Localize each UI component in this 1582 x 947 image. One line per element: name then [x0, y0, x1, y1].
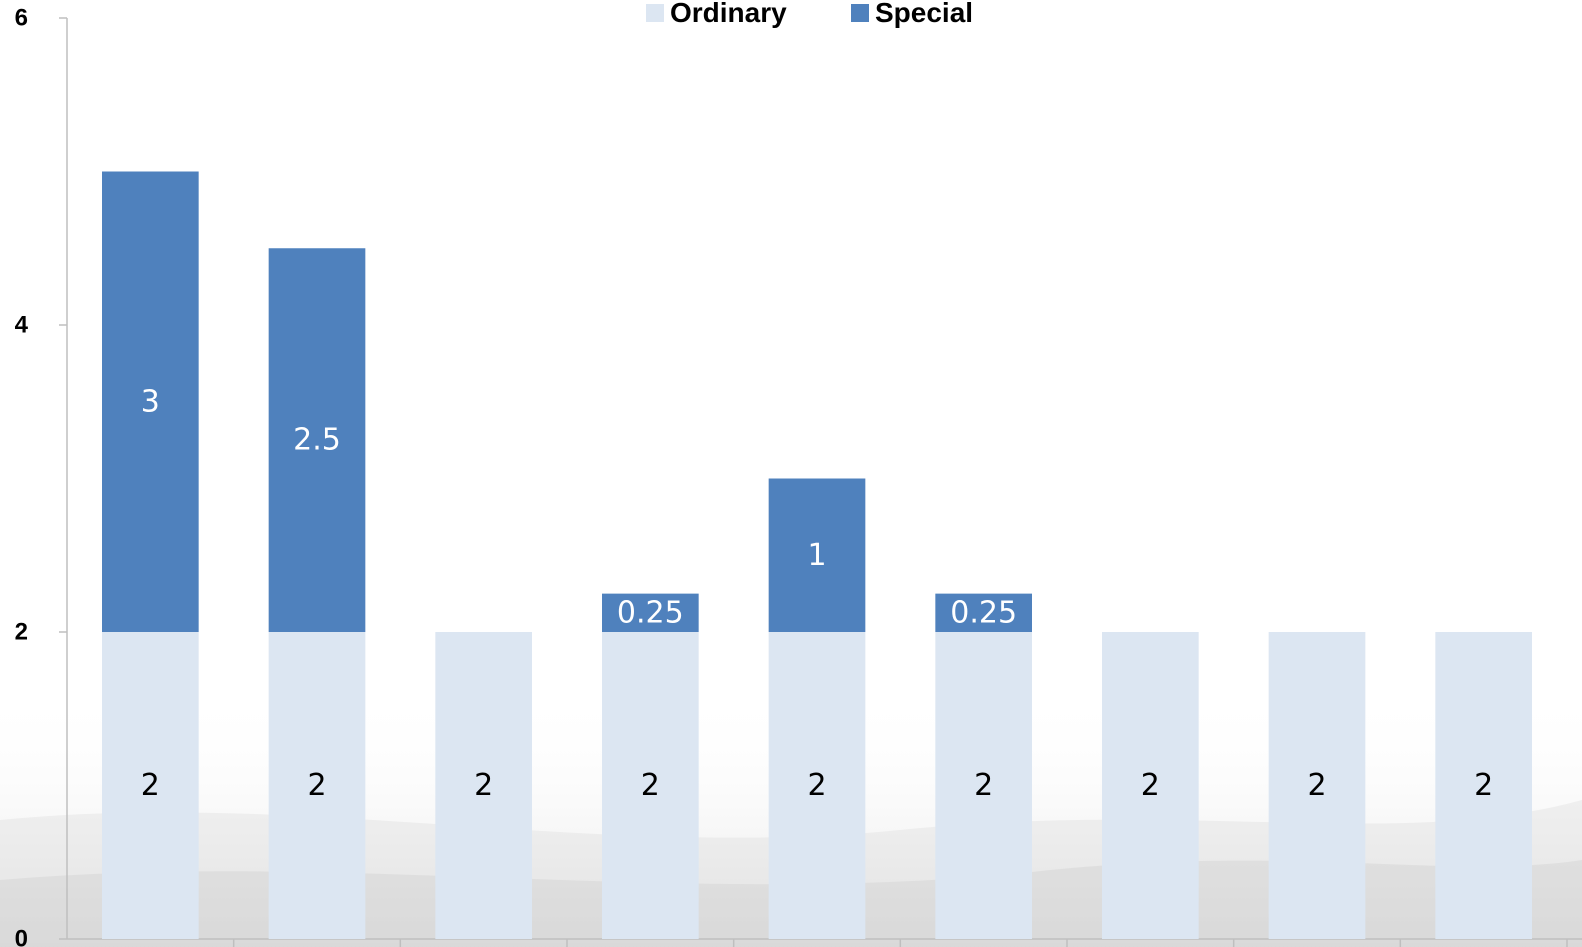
- legend-swatch-ordinary: [646, 4, 664, 22]
- bar-ordinary: [1102, 632, 1199, 939]
- bar-ordinary: [602, 632, 699, 939]
- bar-special: [935, 593, 1032, 632]
- legend-swatch-special: [851, 4, 869, 22]
- bar-ordinary: [268, 632, 366, 939]
- data-label-ordinary: 2: [1141, 768, 1160, 803]
- y-tick-label: 0: [15, 926, 28, 947]
- x-ticks: [232, 939, 1568, 947]
- data-labels: 2 2 2 2 2 2 2 2 2 3 2.5 0.25 1 0.25: [141, 384, 1493, 803]
- data-label-ordinary: 2: [307, 768, 326, 803]
- bar-special: [768, 478, 866, 632]
- y-tick-label: 4: [15, 312, 29, 339]
- bar-special: [102, 171, 199, 632]
- y-tick-label: 2: [15, 619, 28, 646]
- data-label-ordinary: 2: [1474, 768, 1493, 803]
- data-label-special: 2.5: [293, 423, 341, 458]
- data-label-special: 0.25: [950, 595, 1017, 630]
- legend-label-ordinary: Ordinary: [670, 0, 787, 28]
- bar-ordinary: [1268, 632, 1366, 939]
- bar-special: [268, 248, 366, 632]
- legend-label-special: Special: [875, 0, 973, 28]
- bar-special: [602, 593, 699, 632]
- y-ticks: 0 2 4 6: [15, 5, 67, 947]
- bar-ordinary: [768, 632, 866, 939]
- bar-ordinary: [102, 632, 199, 939]
- legend: Ordinary Special: [646, 0, 973, 28]
- bars: [102, 171, 1532, 939]
- y-tick-label: 6: [15, 5, 28, 32]
- data-label-ordinary: 2: [474, 768, 493, 803]
- data-label-special: 3: [141, 384, 160, 419]
- data-label-ordinary: 2: [641, 768, 660, 803]
- data-label-special: 0.25: [617, 595, 684, 630]
- bar-ordinary: [435, 632, 532, 939]
- data-label-ordinary: 2: [807, 768, 826, 803]
- bar-ordinary: [935, 632, 1032, 939]
- data-label-ordinary: 2: [974, 768, 993, 803]
- data-label-ordinary: 2: [141, 768, 160, 803]
- bar-ordinary: [1435, 632, 1532, 939]
- data-label-ordinary: 2: [1307, 768, 1326, 803]
- data-label-special: 1: [807, 538, 826, 573]
